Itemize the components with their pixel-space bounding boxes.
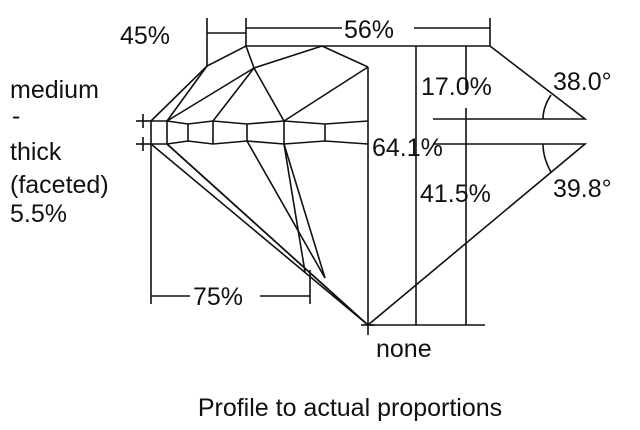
girdle-label-line2: -	[12, 102, 20, 130]
culet-label: none	[376, 335, 432, 363]
girdle-label-line4: (faceted)	[10, 171, 109, 199]
crown-height-label: 17.0%	[421, 73, 492, 101]
caption: Profile to actual proportions	[198, 394, 502, 422]
lower-half-label: 75%	[193, 283, 243, 311]
dimension-lines	[136, 18, 491, 335]
girdle-label-line5: 5.5%	[10, 200, 67, 228]
girdle-label-line3: thick	[10, 138, 62, 166]
diamond-outline	[150, 45, 588, 326]
pavilion-angle-label: 39.8°	[553, 175, 612, 203]
crown-angle-label: 38.0°	[553, 68, 612, 96]
total-depth-label: 64.1%	[372, 134, 443, 162]
table-percent-label: 56%	[344, 16, 394, 44]
girdle-label-line1: medium	[10, 76, 99, 104]
pavilion-depth-label: 41.5%	[420, 180, 491, 208]
crown-angle-percent-label: 45%	[120, 22, 170, 50]
